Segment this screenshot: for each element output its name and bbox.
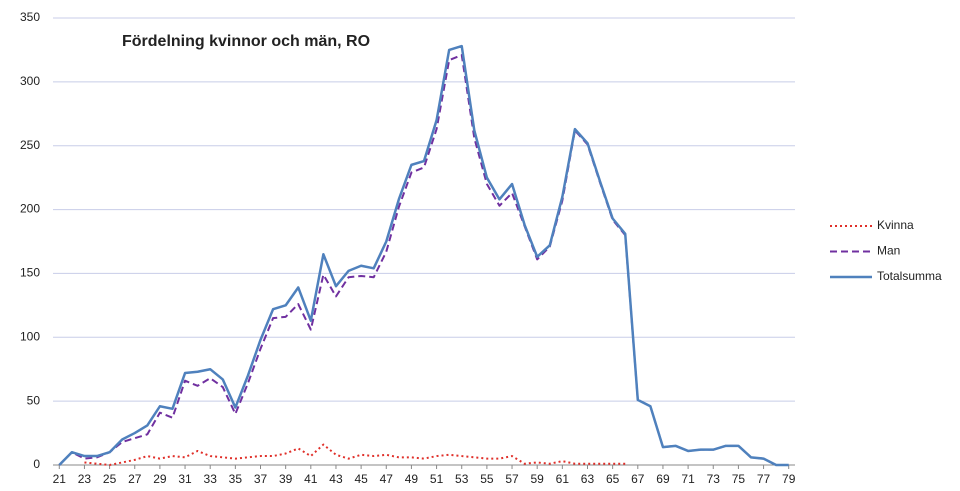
y-tick-label: 300: [20, 74, 40, 88]
y-tick-label: 150: [20, 266, 40, 280]
x-tick-label: 29: [153, 472, 167, 486]
x-tick-label: 25: [103, 472, 117, 486]
x-tick-label: 53: [455, 472, 469, 486]
x-tick-label: 39: [279, 472, 293, 486]
y-tick-label: 0: [33, 457, 40, 471]
x-tick-label: 45: [354, 472, 368, 486]
x-tick-label: 77: [757, 472, 771, 486]
x-tick-label: 69: [656, 472, 670, 486]
legend-label: Man: [877, 244, 900, 258]
x-tick-label: 43: [329, 472, 343, 486]
x-tick-label: 41: [304, 472, 318, 486]
x-tick-label: 59: [531, 472, 545, 486]
x-tick-label: 61: [556, 472, 570, 486]
x-tick-label: 65: [606, 472, 620, 486]
x-tick-label: 35: [229, 472, 243, 486]
y-tick-label: 100: [20, 329, 40, 343]
series-line: [84, 443, 626, 466]
x-tick-label: 55: [480, 472, 494, 486]
y-tick-label: 200: [20, 202, 40, 216]
x-tick-label: 21: [53, 472, 67, 486]
x-tick-label: 47: [380, 472, 394, 486]
x-tick-label: 57: [505, 472, 519, 486]
x-tick-label: 49: [405, 472, 419, 486]
x-tick-label: 23: [78, 472, 92, 486]
chart-title: Fördelning kvinnor och män, RO: [122, 33, 370, 50]
x-tick-label: 71: [681, 472, 695, 486]
x-tick-label: 75: [732, 472, 746, 486]
x-tick-label: 63: [581, 472, 595, 486]
x-tick-label: 37: [254, 472, 268, 486]
series-line: [58, 54, 789, 466]
x-tick-label: 67: [631, 472, 645, 486]
x-tick-label: 27: [128, 472, 142, 486]
x-tick-label: 31: [178, 472, 192, 486]
x-tick-label: 33: [204, 472, 218, 486]
y-tick-label: 250: [20, 138, 40, 152]
series-line: [58, 44, 789, 467]
legend-label: Kvinna: [877, 218, 914, 232]
x-tick-label: 73: [707, 472, 721, 486]
y-tick-label: 350: [20, 10, 40, 24]
x-tick-label: 51: [430, 472, 444, 486]
x-tick-label: 79: [782, 472, 796, 486]
y-tick-label: 50: [27, 393, 41, 407]
legend-label: Totalsumma: [877, 269, 942, 283]
